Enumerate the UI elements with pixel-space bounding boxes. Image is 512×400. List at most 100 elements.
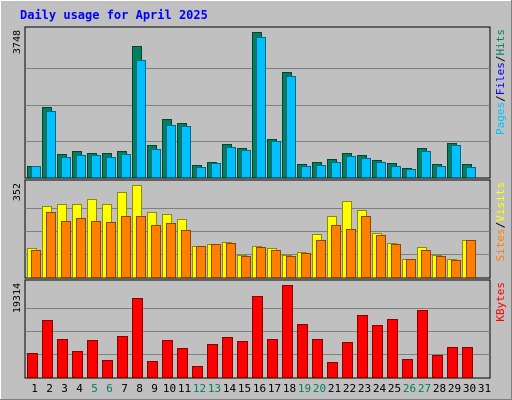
bar-sites-day-2 <box>46 212 56 278</box>
x-tick-label: 26 <box>403 382 416 395</box>
bar-files-day-29 <box>451 145 461 178</box>
bar-kbytes-day-7 <box>117 336 128 378</box>
bar-files-day-24 <box>376 162 386 178</box>
bar-kbytes-day-12 <box>192 366 203 378</box>
x-tick-label: 12 <box>193 382 206 395</box>
legend-item: / <box>494 95 507 102</box>
x-tick-label: 16 <box>253 382 266 395</box>
x-tick-label: 15 <box>238 382 251 395</box>
x-tick-label: 20 <box>313 382 326 395</box>
bar-sites-day-30 <box>466 240 476 278</box>
bar-files-day-30 <box>466 167 476 178</box>
x-tick-label: 8 <box>136 382 143 395</box>
bar-files-day-16 <box>256 37 266 178</box>
x-tick-label: 4 <box>76 382 83 395</box>
legend-item: / <box>494 222 507 229</box>
x-axis: 1 2 3 4 5 6 7 8 9 10 11 12 13 14 15 16 17 18 19 20 21 22 23 24 2… <box>31 382 491 395</box>
panel-kbytes: 19314 KBytes <box>12 279 507 379</box>
x-tick-label: 27 <box>418 382 431 395</box>
bar-files-day-26 <box>406 169 416 178</box>
bar-files-day-11 <box>181 126 191 178</box>
bar-sites-day-26 <box>406 259 416 278</box>
bar-kbytes-day-20 <box>312 339 323 378</box>
legend-item: Sites <box>494 228 507 261</box>
bar-sites-day-11 <box>181 230 191 278</box>
legend-item: Hits <box>494 29 507 56</box>
bar-sites-day-13 <box>211 244 221 278</box>
bar-kbytes-day-14 <box>222 337 233 378</box>
x-tick-label: 25 <box>388 382 401 395</box>
x-tick-label: 24 <box>373 382 387 395</box>
bar-sites-day-19 <box>301 253 311 278</box>
bar-files-day-10 <box>166 125 176 178</box>
bar-sites-day-8 <box>136 216 146 278</box>
bar-sites-day-9 <box>151 225 161 278</box>
bar-files-day-17 <box>271 141 281 178</box>
bar-sites-day-23 <box>361 216 371 278</box>
bar-files-day-8 <box>136 60 146 178</box>
bar-files-day-12 <box>196 167 206 178</box>
x-tick-label: 1 <box>31 382 38 395</box>
bar-files-day-27 <box>421 151 431 178</box>
x-tick-label: 13 <box>208 382 221 395</box>
x-tick-label: 11 <box>178 382 191 395</box>
bar-files-day-7 <box>121 154 131 178</box>
x-tick-label: 28 <box>433 382 446 395</box>
x-tick-label: 14 <box>223 382 237 395</box>
bar-kbytes-day-22 <box>342 342 353 378</box>
bar-kbytes-day-10 <box>162 340 173 378</box>
bar-sites-day-20 <box>316 240 326 278</box>
bar-sites-day-21 <box>331 225 341 278</box>
legend: Pages/Files/Hits <box>494 29 507 135</box>
chart-panels: 3748Pages/Files/Hits352Sites/Visits19314… <box>12 26 507 379</box>
bar-sites-day-3 <box>61 221 71 278</box>
bar-sites-day-25 <box>391 244 401 278</box>
bar-sites-day-18 <box>286 256 296 278</box>
bar-kbytes-day-8 <box>132 298 143 378</box>
panel-visits-sites: 352 Sites/Visits <box>12 179 507 279</box>
bar-kbytes-day-30 <box>462 347 473 378</box>
bar-sites-day-27 <box>421 250 431 278</box>
bar-files-day-6 <box>106 157 116 178</box>
bar-files-day-20 <box>316 165 326 178</box>
bar-files-day-19 <box>301 166 311 178</box>
legend: Sites/Visits <box>494 182 507 262</box>
bar-sites-day-16 <box>256 247 266 278</box>
x-tick-label: 30 <box>463 382 476 395</box>
bar-files-day-14 <box>226 147 236 178</box>
bar-sites-day-6 <box>106 222 116 278</box>
x-tick-label: 19 <box>298 382 311 395</box>
bar-sites-day-17 <box>271 250 281 278</box>
x-tick-label: 7 <box>121 382 128 395</box>
bar-files-day-3 <box>61 157 71 178</box>
x-tick-label: 2 <box>46 382 53 395</box>
bar-sites-day-15 <box>241 256 251 278</box>
legend: KBytes <box>494 282 507 322</box>
bar-files-day-23 <box>361 158 371 178</box>
bar-files-day-28 <box>436 166 446 178</box>
bar-kbytes-day-11 <box>177 348 188 378</box>
bar-files-day-18 <box>286 76 296 178</box>
x-tick-label: 6 <box>106 382 113 395</box>
legend-item: Visits <box>494 182 507 222</box>
bar-files-day-4 <box>76 155 86 178</box>
bar-files-day-22 <box>346 156 356 178</box>
bar-kbytes-day-25 <box>387 319 398 378</box>
bar-kbytes-day-2 <box>42 320 53 378</box>
x-tick-label: 17 <box>268 382 281 395</box>
bar-kbytes-day-24 <box>372 325 383 378</box>
bar-sites-day-7 <box>121 216 131 278</box>
bar-sites-day-28 <box>436 256 446 278</box>
legend-item: / <box>494 56 507 63</box>
x-tick-label: 21 <box>328 382 341 395</box>
chart-title: Daily usage for April 2025 <box>20 8 208 22</box>
bar-sites-day-22 <box>346 229 356 278</box>
bar-files-day-2 <box>46 111 56 178</box>
bar-sites-day-5 <box>91 221 101 278</box>
bar-files-day-21 <box>331 162 341 178</box>
bar-kbytes-day-17 <box>267 339 278 378</box>
bar-kbytes-day-21 <box>327 362 338 378</box>
bar-kbytes-day-16 <box>252 296 263 378</box>
bar-files-day-25 <box>391 166 401 178</box>
series-files <box>31 37 476 178</box>
